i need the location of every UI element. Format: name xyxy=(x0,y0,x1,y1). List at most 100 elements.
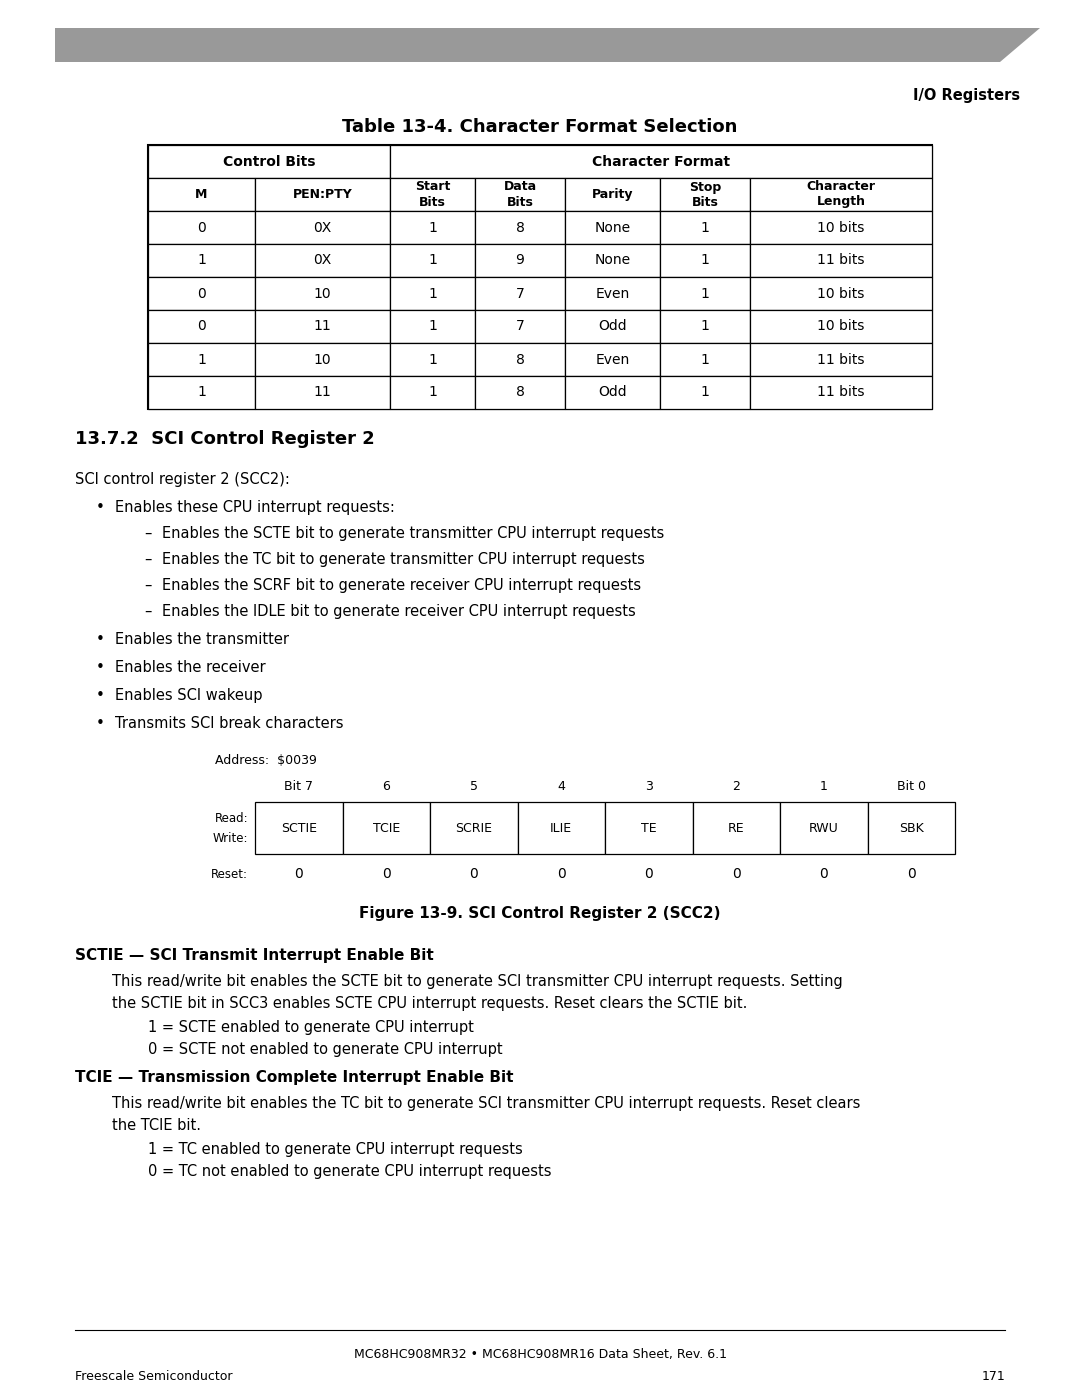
Text: Odd: Odd xyxy=(598,320,626,334)
Text: 8: 8 xyxy=(515,352,525,366)
Text: 0X: 0X xyxy=(313,253,332,267)
Bar xyxy=(475,310,565,344)
Bar xyxy=(148,244,255,277)
Text: 1 = SCTE enabled to generate CPU interrupt: 1 = SCTE enabled to generate CPU interru… xyxy=(148,1020,474,1035)
Text: Enables the SCTE bit to generate transmitter CPU interrupt requests: Enables the SCTE bit to generate transmi… xyxy=(162,527,664,541)
Text: Enables these CPU interrupt requests:: Enables these CPU interrupt requests: xyxy=(114,500,395,515)
Bar xyxy=(148,145,390,177)
Bar xyxy=(390,244,475,277)
Text: 0: 0 xyxy=(557,868,566,882)
Bar xyxy=(750,244,932,277)
Bar xyxy=(148,177,255,211)
Text: 0 = SCTE not enabled to generate CPU interrupt: 0 = SCTE not enabled to generate CPU int… xyxy=(148,1042,502,1058)
Text: –: – xyxy=(145,552,151,567)
Text: Even: Even xyxy=(595,286,630,300)
Bar xyxy=(517,802,605,854)
Text: RE: RE xyxy=(728,821,744,834)
Text: 10 bits: 10 bits xyxy=(818,221,865,235)
Bar xyxy=(430,802,517,854)
Text: 0: 0 xyxy=(645,868,653,882)
Text: 11: 11 xyxy=(313,386,332,400)
Bar xyxy=(660,376,750,409)
Text: 7: 7 xyxy=(515,320,525,334)
Text: Character
Length: Character Length xyxy=(807,180,876,208)
Bar xyxy=(148,344,255,376)
Bar xyxy=(390,145,932,177)
Text: 1: 1 xyxy=(701,320,710,334)
Text: Address:  $0039: Address: $0039 xyxy=(215,754,316,767)
Text: Figure 13-9. SCI Control Register 2 (SCC2): Figure 13-9. SCI Control Register 2 (SCC… xyxy=(360,907,720,921)
Bar xyxy=(475,244,565,277)
Bar xyxy=(750,177,932,211)
Bar xyxy=(750,344,932,376)
Text: 0: 0 xyxy=(198,221,206,235)
Text: 0 = TC not enabled to generate CPU interrupt requests: 0 = TC not enabled to generate CPU inter… xyxy=(148,1164,552,1179)
Text: TE: TE xyxy=(640,821,657,834)
Text: 0: 0 xyxy=(382,868,391,882)
Bar xyxy=(148,277,255,310)
Text: •: • xyxy=(95,500,105,515)
Polygon shape xyxy=(55,28,1040,61)
Bar xyxy=(475,177,565,211)
Text: This read/write bit enables the TC bit to generate SCI transmitter CPU interrupt: This read/write bit enables the TC bit t… xyxy=(112,1097,861,1111)
Text: 1: 1 xyxy=(701,386,710,400)
Text: –: – xyxy=(145,604,151,619)
Text: SCTIE — SCI Transmit Interrupt Enable Bit: SCTIE — SCI Transmit Interrupt Enable Bi… xyxy=(75,949,434,963)
Bar xyxy=(750,211,932,244)
Text: 7: 7 xyxy=(515,286,525,300)
Text: Bit 0: Bit 0 xyxy=(896,780,926,793)
Text: None: None xyxy=(594,253,631,267)
Bar xyxy=(565,376,660,409)
Text: Read:: Read: xyxy=(214,812,248,824)
Text: 1: 1 xyxy=(428,286,437,300)
Text: 1: 1 xyxy=(197,253,206,267)
Text: 1: 1 xyxy=(197,352,206,366)
Text: 3: 3 xyxy=(645,780,652,793)
Bar xyxy=(475,376,565,409)
Text: 1: 1 xyxy=(820,780,827,793)
Text: Parity: Parity xyxy=(592,189,633,201)
Text: RWU: RWU xyxy=(809,821,839,834)
Bar xyxy=(565,177,660,211)
Text: Enables the receiver: Enables the receiver xyxy=(114,659,266,675)
Bar xyxy=(255,177,390,211)
Text: •: • xyxy=(95,717,105,731)
Bar xyxy=(660,310,750,344)
Text: Control Bits: Control Bits xyxy=(222,155,315,169)
Text: Transmits SCI break characters: Transmits SCI break characters xyxy=(114,717,343,731)
Text: Enables the TC bit to generate transmitter CPU interrupt requests: Enables the TC bit to generate transmitt… xyxy=(162,552,645,567)
Bar xyxy=(780,802,867,854)
Text: 1: 1 xyxy=(701,286,710,300)
Bar xyxy=(390,344,475,376)
Text: Odd: Odd xyxy=(598,386,626,400)
Text: Character Format: Character Format xyxy=(592,155,730,169)
Bar xyxy=(692,802,780,854)
Bar xyxy=(565,244,660,277)
Text: None: None xyxy=(594,221,631,235)
Text: SCTIE: SCTIE xyxy=(281,821,316,834)
Text: 1: 1 xyxy=(701,352,710,366)
Bar xyxy=(390,310,475,344)
Bar xyxy=(660,244,750,277)
Bar xyxy=(255,802,342,854)
Bar xyxy=(750,376,932,409)
Bar xyxy=(660,277,750,310)
Text: 5: 5 xyxy=(470,780,477,793)
Text: the TCIE bit.: the TCIE bit. xyxy=(112,1118,201,1133)
Text: 11 bits: 11 bits xyxy=(818,352,865,366)
Bar xyxy=(565,211,660,244)
Text: 1: 1 xyxy=(428,320,437,334)
Bar xyxy=(390,376,475,409)
Text: Enables SCI wakeup: Enables SCI wakeup xyxy=(114,687,262,703)
Text: 8: 8 xyxy=(515,221,525,235)
Text: 4: 4 xyxy=(557,780,565,793)
Text: 1: 1 xyxy=(428,253,437,267)
Bar xyxy=(565,344,660,376)
Text: 1: 1 xyxy=(428,386,437,400)
Text: 10: 10 xyxy=(313,286,332,300)
Bar xyxy=(255,344,390,376)
Text: 1: 1 xyxy=(428,221,437,235)
Text: Even: Even xyxy=(595,352,630,366)
Text: SBK: SBK xyxy=(899,821,923,834)
Bar xyxy=(750,310,932,344)
